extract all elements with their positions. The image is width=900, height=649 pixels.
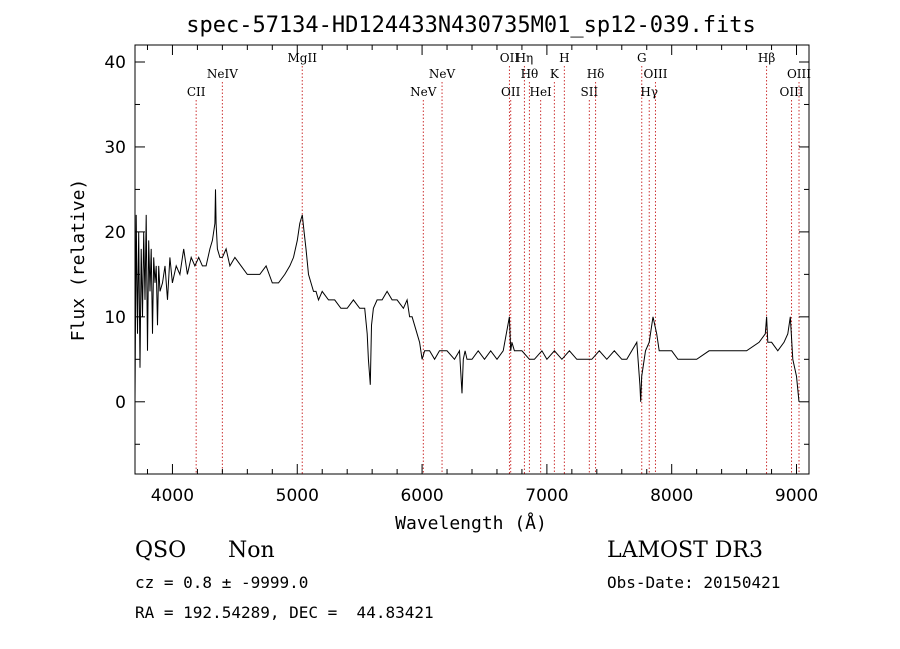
line-marker-label: SII — [580, 85, 598, 99]
line-marker-label: OIII — [787, 67, 811, 81]
line-marker-label: Hγ — [640, 85, 658, 99]
x-tick-label: 6000 — [400, 486, 443, 506]
line-marker-label: OIII — [779, 85, 803, 99]
line-marker-label: OII — [501, 85, 521, 99]
x-tick-label: 9000 — [775, 486, 818, 506]
obs-date-readout: Obs-Date: 20150421 — [607, 573, 781, 592]
line-marker-label: Hβ — [758, 51, 775, 65]
line-marker-label: NeV — [410, 85, 437, 99]
line-marker-label: Hδ — [587, 67, 605, 81]
axis-ticks: 4000 5000 6000 7000 8000 9000 0 10 20 30 40 — [104, 45, 818, 506]
y-tick-label: 30 — [104, 138, 126, 158]
line-marker-label: CII — [187, 85, 206, 99]
coordinates-readout: RA = 192.54289, DEC = 44.83421 — [135, 603, 434, 622]
survey-label: LAMOST DR3 — [607, 538, 763, 563]
subclass-label: Non — [228, 538, 275, 563]
x-axis-label: Wavelength (Å) — [395, 512, 547, 534]
class-label: QSO — [135, 538, 187, 563]
y-tick-label: 20 — [104, 223, 126, 243]
y-tick-label: 40 — [104, 53, 126, 73]
line-marker-label: MgII — [288, 51, 318, 65]
line-marker-label: OII — [500, 51, 520, 65]
x-tick-label: 7000 — [525, 486, 568, 506]
line-marker-label: NeIV — [207, 67, 238, 81]
y-tick-label: 10 — [104, 308, 126, 328]
spectrum-line — [134, 189, 800, 402]
x-tick-label: 4000 — [151, 486, 194, 506]
chart-title: spec-57134-HD124433N430735M01_sp12-039.f… — [186, 13, 756, 38]
line-marker-label: NeV — [429, 67, 456, 81]
line-marker-label: Hη — [516, 51, 534, 65]
x-tick-label: 8000 — [650, 486, 693, 506]
x-tick-label: 5000 — [276, 486, 319, 506]
line-marker-label: K — [550, 67, 560, 81]
line-marker-label: H — [559, 51, 569, 65]
line-marker-label: G — [637, 51, 647, 65]
line-markers: CIINeIVMgIINeVNeVOIIOIIHηHθHeIKHSIIHδGHγ… — [187, 51, 811, 474]
cz-readout: cz = 0.8 ± -9999.0 — [135, 573, 309, 592]
line-marker-label: Hθ — [521, 67, 539, 81]
y-axis-label: Flux (relative) — [68, 179, 89, 342]
spectrum-trace — [134, 189, 800, 402]
line-marker-label: OIII — [643, 67, 667, 81]
y-tick-label: 0 — [115, 393, 126, 413]
line-marker-label: HeI — [529, 85, 552, 99]
